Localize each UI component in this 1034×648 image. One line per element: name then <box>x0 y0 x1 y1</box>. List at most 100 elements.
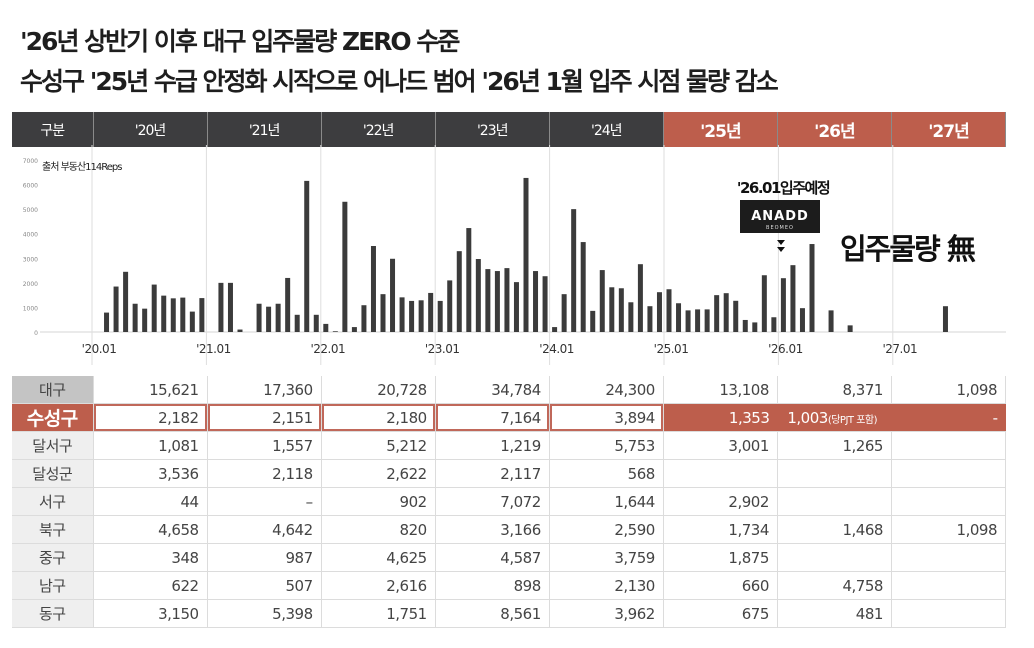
cell-value: 1,751 <box>386 604 427 623</box>
cell-value: 1,219 <box>500 436 541 455</box>
monthly-bar <box>628 302 634 332</box>
table-cell: 3,894 <box>549 403 664 432</box>
headline-2: 수성구 '25년 수급 안정화 시작으로 어나드 범어 '26년 1월 입주 시… <box>20 67 779 96</box>
monthly-bar <box>332 331 338 332</box>
monthly-bar <box>485 269 491 332</box>
header-year-highlight: '26년 <box>777 112 892 147</box>
cell-value: 3,536 <box>158 464 199 483</box>
table-cell: 1,081 <box>93 431 208 460</box>
x-tick-label: '27.01 <box>882 342 917 356</box>
monthly-bar <box>676 303 682 332</box>
monthly-bar <box>942 306 948 332</box>
y-tick-label: 1000 <box>23 305 38 312</box>
table-row: 남구 622 507 2,616 898 2,130 660 4,758 <box>12 571 1007 600</box>
cell-value: 2,130 <box>614 576 655 595</box>
table-cell: 3,001 <box>663 431 778 460</box>
monthly-bar <box>542 276 548 332</box>
monthly-bar <box>390 258 396 332</box>
logo-sub: BEOMEO <box>766 225 794 231</box>
monthly-bar <box>561 294 567 332</box>
table-cell: 1,353 <box>663 403 778 432</box>
year-header: 구분 '20년 '21년 '22년 '23년 '24년 '25년 '26년 '2… <box>12 112 1007 147</box>
table-cell: 2,590 <box>549 515 664 544</box>
table-cell: 20,728 <box>321 376 436 404</box>
monthly-bar <box>180 297 186 332</box>
table-cell: 348 <box>93 543 208 572</box>
monthly-bar <box>380 294 386 332</box>
monthly-bar <box>494 271 500 332</box>
cell-value: 1,734 <box>728 520 769 539</box>
table-cell: 622 <box>93 571 208 600</box>
table-row: 북구 4,658 4,642 820 3,166 2,590 1,734 1,468 1,098 <box>12 515 1007 544</box>
monthly-bar <box>370 246 376 332</box>
cell-value: 902 <box>399 492 428 511</box>
table-cell: 4,625 <box>321 543 436 572</box>
table-cell: 5,398 <box>207 599 322 628</box>
table-cell <box>777 459 892 488</box>
cell-value: 20,728 <box>377 380 427 399</box>
logo-main: ANADD <box>751 209 809 224</box>
monthly-bar <box>695 309 701 332</box>
table-cell <box>891 571 1007 600</box>
table-cell: 2,118 <box>207 459 322 488</box>
cell-value: 8,561 <box>500 604 541 623</box>
cell-value: 1,098 <box>956 520 998 539</box>
monthly-bar <box>742 319 748 332</box>
table-cell: 2,130 <box>549 571 664 600</box>
cell-value: 622 <box>171 576 199 595</box>
y-tick-label: 2000 <box>23 281 38 288</box>
monthly-bar <box>275 303 281 332</box>
cell-value: 4,642 <box>272 520 313 539</box>
table-cell: 1,003(당PJT 포함) <box>777 403 892 432</box>
cell-value: 15,621 <box>149 380 199 399</box>
table-cell: 1,751 <box>321 599 436 628</box>
supply-table: 대구 15,621 17,360 20,728 34,784 24,300 13,108 8,… <box>12 376 1007 628</box>
cell-value: 3,962 <box>614 604 655 623</box>
cell-value: 2,590 <box>614 520 655 539</box>
cell-value: 2,151 <box>272 408 313 427</box>
table-cell: 2,182 <box>93 403 208 432</box>
cell-value: 2,117 <box>500 464 541 483</box>
x-tick-label: '22.01 <box>310 342 345 356</box>
table-cell: 7,072 <box>435 487 550 516</box>
cell-value: 1,003 <box>787 408 828 427</box>
monthly-bar <box>199 298 205 332</box>
table-cell: 2,622 <box>321 459 436 488</box>
table-cell <box>663 459 778 488</box>
monthly-bar <box>123 271 129 332</box>
monthly-bar <box>571 209 577 332</box>
header-year-highlight: '25년 <box>663 112 778 147</box>
table-cell: 3,759 <box>549 543 664 572</box>
table-cell: 507 <box>207 571 322 600</box>
region-label: 달성군 <box>12 459 94 488</box>
annotation-label: '26.01입주예정 <box>737 179 830 197</box>
monthly-bar <box>714 295 720 332</box>
table-cell: 17,360 <box>207 376 322 404</box>
table-row: 달서구 1,081 1,557 5,212 1,219 5,753 3,001 1,265 <box>12 431 1007 460</box>
monthly-bar <box>294 314 300 332</box>
y-tick-label: 6000 <box>23 183 38 190</box>
monthly-bar <box>790 265 796 332</box>
cell-value: 1,081 <box>158 436 199 455</box>
x-tick-label: '25.01 <box>654 342 689 356</box>
monthly-bar <box>342 201 348 332</box>
monthly-bar <box>466 228 472 332</box>
cell-value: 987 <box>285 548 313 567</box>
x-tick-label: '24.01 <box>539 342 574 356</box>
cell-value: 24,300 <box>605 380 655 399</box>
monthly-bar <box>409 300 415 332</box>
monthly-bar <box>618 288 624 332</box>
region-label: 대구 <box>12 376 94 404</box>
monthly-bar <box>237 329 243 332</box>
cell-value: 4,658 <box>158 520 199 539</box>
monthly-bar <box>218 282 224 332</box>
monthly-bar <box>590 310 596 332</box>
cell-value: 4,758 <box>842 576 883 595</box>
table-row: 동구 3,150 5,398 1,751 8,561 3,962 675 481 <box>12 599 1007 628</box>
monthly-bar <box>189 311 195 332</box>
header-year: '22년 <box>321 112 436 147</box>
cell-value: 3,150 <box>158 604 199 623</box>
header-year: '23년 <box>435 112 550 147</box>
table-cell: 1,219 <box>435 431 550 460</box>
table-cell: 481 <box>777 599 892 628</box>
